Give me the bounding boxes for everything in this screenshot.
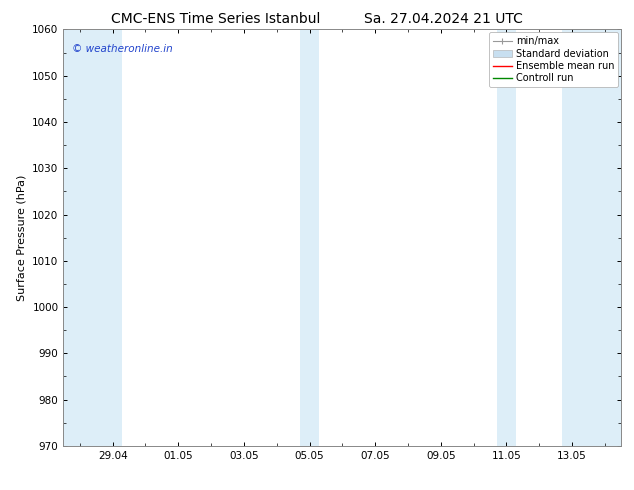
- Bar: [300, 29, 320, 446]
- Bar: [562, 29, 621, 446]
- Bar: [63, 29, 122, 446]
- Text: Sa. 27.04.2024 21 UTC: Sa. 27.04.2024 21 UTC: [365, 12, 523, 26]
- Bar: [496, 29, 516, 446]
- Text: © weatheronline.in: © weatheronline.in: [72, 44, 172, 54]
- Legend: min/max, Standard deviation, Ensemble mean run, Controll run: min/max, Standard deviation, Ensemble me…: [489, 32, 618, 87]
- Text: CMC-ENS Time Series Istanbul: CMC-ENS Time Series Istanbul: [111, 12, 320, 26]
- Y-axis label: Surface Pressure (hPa): Surface Pressure (hPa): [16, 174, 27, 301]
